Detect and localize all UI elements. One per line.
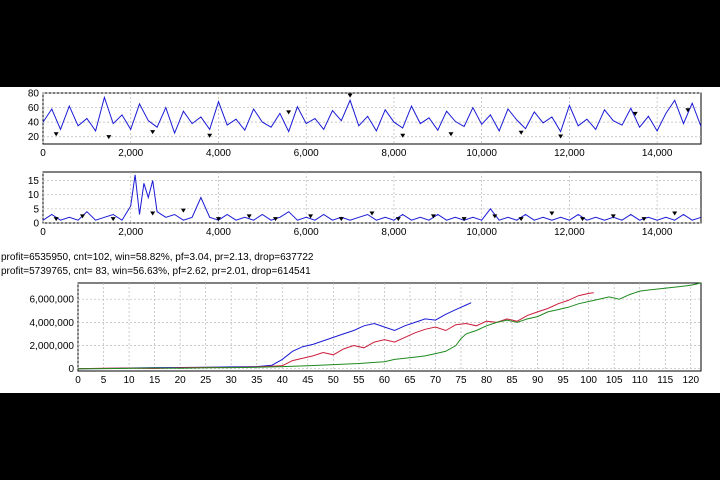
y-tick-label: 20 (28, 132, 40, 143)
x-tick-label: 14,000 (642, 148, 673, 159)
trade-marker (308, 214, 314, 219)
signal-chart: 0 2,000 4,000 6,000 8,000 10,000 12,000 14,000 2… (28, 89, 702, 159)
trade-marker (110, 217, 116, 222)
x-tick-label: 115 (657, 375, 673, 386)
x-tick-label: 45 (302, 375, 314, 386)
x-tick-label: 85 (506, 375, 518, 386)
trade-marker (150, 211, 156, 216)
trade-marker (338, 217, 344, 222)
y-tick-label: 80 (28, 89, 40, 100)
trade-marker (685, 108, 691, 113)
x-tick-label: 90 (532, 375, 544, 386)
x-tick-label: 105 (606, 375, 623, 386)
trade-marker (580, 217, 586, 222)
x-tick-label: 10,000 (466, 148, 497, 159)
trade-marker (400, 133, 406, 138)
trade-marker (180, 208, 186, 213)
x-tick-label: 70 (430, 375, 442, 386)
trade-marker (672, 211, 678, 216)
x-tick-label: 12,000 (554, 227, 585, 238)
x-tick-label: 0 (75, 375, 81, 386)
x-tick-label: 35 (251, 375, 263, 386)
series-line-0 (42, 95, 702, 135)
x-tick-label: 6,000 (294, 227, 319, 238)
stats-line-2: profit=5739765, cnt= 83, win=56.63%, pf=… (1, 266, 311, 277)
x-tick-label: 110 (632, 375, 648, 386)
trade-marker (53, 132, 59, 137)
y-tick-label: 60 (28, 103, 40, 114)
trade-marker (430, 214, 436, 219)
trade-marker (558, 134, 564, 139)
y-tick-label: 2,000,000 (30, 341, 75, 352)
x-tick-label: 30 (226, 375, 238, 386)
stats-line-1: profit=6535950, cnt=102, win=58.82%, pf=… (1, 252, 314, 263)
x-tick-label: 15 (149, 375, 161, 386)
plot-area (77, 282, 702, 372)
x-tick-label: 10,000 (466, 227, 497, 238)
x-tick-label: 75 (455, 375, 467, 386)
trade-marker (272, 217, 278, 222)
y-tick-label: 0 (33, 219, 39, 230)
plot-area (42, 92, 702, 145)
trade-marker (79, 214, 85, 219)
x-tick-label: 120 (682, 375, 699, 386)
trade-marker (641, 217, 647, 222)
x-tick-label: 0 (40, 227, 46, 238)
x-tick-label: 55 (353, 375, 365, 386)
y-tick-label: 5 (33, 204, 39, 215)
x-tick-label: 50 (328, 375, 340, 386)
trade-marker (395, 217, 401, 222)
y-tick-label: 10 (28, 190, 40, 201)
trade-marker (610, 214, 616, 219)
x-tick-label: 14,000 (642, 227, 673, 238)
trade-marker (369, 211, 375, 216)
y-tick-label: 0 (68, 364, 74, 375)
equity-chart: 0 5 10 15 20 25 30 35 40 45 50 55 60 65 70 75 80 85 90 95 10… (30, 282, 702, 386)
trade-marker (215, 217, 221, 222)
x-tick-label: 4,000 (206, 148, 231, 159)
x-tick-label: 0 (40, 148, 46, 159)
series-line-2 (77, 282, 702, 370)
x-tick-label: 10 (124, 375, 136, 386)
trade-marker (347, 93, 353, 98)
trade-marker (150, 130, 156, 135)
x-tick-label: 12,000 (554, 148, 585, 159)
volume-chart: 0 2,000 4,000 6,000 8,000 10,000 12,000 14,000 0… (28, 171, 702, 238)
y-tick-label: 6,000,000 (30, 295, 75, 306)
trade-marker (632, 111, 638, 116)
trade-marker (448, 132, 454, 137)
x-tick-label: 8,000 (381, 227, 406, 238)
y-tick-label: 4,000,000 (30, 318, 75, 329)
trade-marker (207, 133, 213, 138)
series-line-0 (42, 174, 702, 221)
x-tick-label: 5 (101, 375, 107, 386)
x-tick-label: 95 (558, 375, 570, 386)
trade-marker (492, 214, 498, 219)
y-tick-label: 40 (28, 118, 40, 129)
trade-marker (286, 110, 292, 115)
trade-marker (246, 214, 252, 219)
x-tick-label: 60 (379, 375, 391, 386)
trade-marker (518, 217, 524, 222)
x-tick-label: 40 (277, 375, 289, 386)
x-tick-label: 2,000 (118, 148, 143, 159)
trade-marker (106, 135, 112, 140)
trade-marker (461, 217, 467, 222)
chart-panel: 0 2,000 4,000 6,000 8,000 10,000 12,000 14,000 2… (0, 87, 720, 393)
trade-marker (53, 217, 59, 222)
x-tick-label: 4,000 (206, 227, 231, 238)
x-tick-label: 65 (404, 375, 416, 386)
x-tick-label: 2,000 (118, 227, 143, 238)
x-tick-label: 100 (580, 375, 597, 386)
x-tick-label: 20 (175, 375, 187, 386)
trade-marker (518, 130, 524, 135)
trade-marker (549, 211, 555, 216)
x-tick-label: 6,000 (294, 148, 319, 159)
x-tick-label: 8,000 (381, 148, 406, 159)
x-tick-label: 80 (481, 375, 493, 386)
y-tick-label: 15 (28, 176, 40, 187)
x-tick-label: 25 (200, 375, 212, 386)
